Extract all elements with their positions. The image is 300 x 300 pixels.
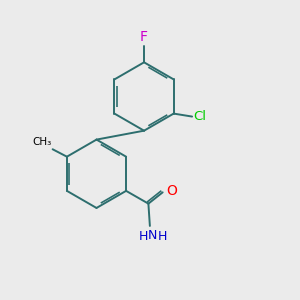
Text: CH₃: CH₃ <box>32 137 51 147</box>
Text: Cl: Cl <box>194 110 207 123</box>
Text: F: F <box>140 30 148 44</box>
Text: O: O <box>166 184 177 198</box>
Text: H: H <box>158 230 167 243</box>
Text: N: N <box>148 229 158 242</box>
Text: H: H <box>139 230 148 243</box>
